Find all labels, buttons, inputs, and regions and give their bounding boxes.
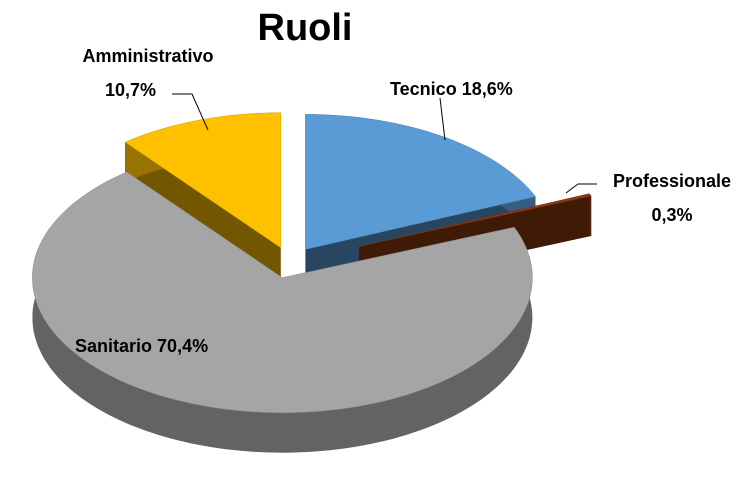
slice: [305, 114, 536, 250]
slice: [32, 171, 533, 413]
leader-line: [439, 97, 446, 141]
category-label: Sanitario: [75, 336, 152, 356]
value-label: 70,4%: [157, 336, 208, 356]
value-label: 10,7%: [105, 80, 156, 100]
category-label: Amministrativo: [82, 46, 213, 66]
category-label: Professionale: [613, 171, 731, 191]
value-label: 18,6%: [462, 79, 513, 99]
slice-side: [589, 193, 592, 236]
slice: [124, 112, 282, 249]
category-label: Tecnico: [390, 79, 457, 99]
pie: [32, 112, 592, 453]
leader-line: [172, 93, 209, 131]
slice: [32, 171, 533, 453]
chart-title: Ruoli: [258, 7, 353, 49]
slice: [359, 193, 592, 247]
value-label: 0,3%: [651, 205, 692, 225]
slice-label: Tecnico 18,6%: [390, 79, 513, 99]
slice-label: Sanitario 70,4%: [75, 336, 208, 356]
leader-line: [565, 183, 597, 194]
